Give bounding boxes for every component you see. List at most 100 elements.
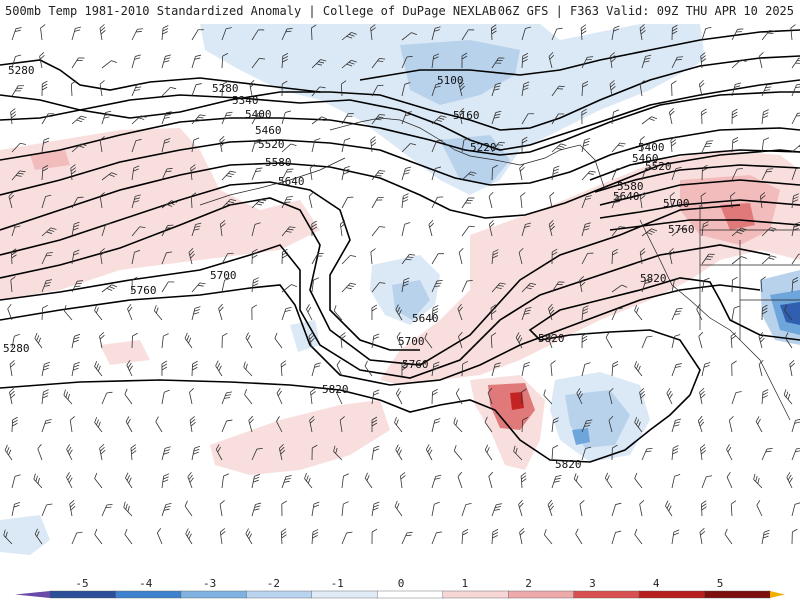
wind-barb bbox=[371, 528, 378, 545]
wind-barb bbox=[761, 168, 774, 181]
wind-barb bbox=[281, 307, 292, 321]
wind-barb bbox=[364, 472, 373, 489]
wind-barb bbox=[161, 251, 173, 265]
wind-barb bbox=[370, 248, 376, 265]
wind-barb bbox=[791, 167, 800, 181]
wind-barb bbox=[11, 474, 21, 489]
wind-barb bbox=[700, 192, 706, 209]
wind-barb bbox=[671, 56, 684, 69]
wind-barb bbox=[490, 24, 497, 41]
contour-5280-west bbox=[0, 59, 321, 93]
wind-barb bbox=[401, 55, 413, 69]
wind-barb bbox=[761, 304, 768, 321]
wind-barb bbox=[604, 472, 613, 489]
wind-barb bbox=[425, 444, 433, 461]
wind-barb bbox=[11, 333, 20, 349]
wind-barb bbox=[457, 471, 463, 489]
wind-barb bbox=[731, 82, 741, 97]
contour-label: 5280 bbox=[3, 342, 30, 355]
wind-barb bbox=[336, 360, 343, 377]
wind-barb bbox=[548, 303, 555, 321]
wind-barb bbox=[453, 445, 463, 461]
contour-label: 5520 bbox=[258, 138, 285, 151]
wind-barb bbox=[431, 82, 442, 97]
wind-barb bbox=[581, 195, 592, 209]
colorbar-arrow-left bbox=[15, 591, 50, 598]
wind-barb bbox=[461, 529, 469, 545]
wind-barb bbox=[789, 360, 795, 377]
wind-barb bbox=[401, 360, 408, 377]
wind-barb bbox=[491, 57, 505, 69]
wind-barb bbox=[41, 137, 50, 153]
wind-barb bbox=[41, 194, 52, 209]
colorbar-tick-label: -1 bbox=[331, 577, 344, 590]
anomaly-negative-gulf-alaska bbox=[200, 24, 705, 195]
contour-label: 5460 bbox=[632, 152, 659, 165]
wind-barb bbox=[71, 115, 87, 125]
wind-barb bbox=[731, 168, 743, 181]
wind-barb bbox=[281, 110, 291, 125]
wind-barb bbox=[11, 501, 21, 517]
wind-barb bbox=[11, 170, 26, 181]
wind-barb bbox=[251, 473, 261, 489]
wind-barb bbox=[339, 416, 345, 433]
wind-barb bbox=[521, 282, 537, 293]
wind-barb bbox=[71, 249, 80, 265]
contour-ridge-west bbox=[0, 91, 330, 119]
wind-barb bbox=[641, 335, 653, 349]
wind-barb bbox=[669, 107, 675, 125]
contour-label: 5160 bbox=[453, 109, 480, 122]
wind-barb bbox=[641, 54, 652, 69]
wind-barb bbox=[671, 418, 682, 433]
wind-barb bbox=[189, 416, 196, 433]
wind-barb bbox=[251, 199, 267, 209]
wind-barb bbox=[281, 196, 293, 209]
contour-label: 5820 bbox=[555, 458, 582, 471]
wind-barb bbox=[156, 528, 163, 545]
wind-barb bbox=[581, 305, 589, 321]
wind-barb bbox=[280, 528, 287, 545]
wind-barb bbox=[521, 26, 532, 41]
wind-barb bbox=[191, 282, 206, 293]
wind-barb bbox=[161, 25, 169, 41]
wind-barb bbox=[551, 143, 567, 153]
wind-barb bbox=[221, 81, 229, 97]
wind-barb bbox=[11, 416, 18, 433]
wind-barb bbox=[791, 57, 800, 69]
wind-barb bbox=[101, 503, 113, 517]
wind-barb bbox=[731, 391, 742, 405]
wind-barb bbox=[251, 138, 262, 153]
wind-barb bbox=[221, 332, 228, 349]
wind-barb bbox=[573, 473, 583, 489]
wind-barb bbox=[611, 167, 623, 181]
wind-barb bbox=[671, 227, 687, 237]
wind-barb bbox=[611, 195, 623, 209]
wind-barb bbox=[41, 361, 50, 377]
wind-barb bbox=[190, 192, 197, 209]
wind-barb bbox=[221, 170, 236, 181]
wind-barb bbox=[11, 85, 25, 97]
wind-barb bbox=[310, 388, 316, 405]
wind-barb bbox=[791, 447, 800, 461]
wind-barb bbox=[161, 138, 171, 153]
wind-barb bbox=[701, 362, 711, 377]
wind-barb bbox=[700, 500, 707, 517]
wind-barb bbox=[431, 26, 441, 41]
contour-label: 5820 bbox=[322, 383, 349, 396]
wind-barb bbox=[41, 252, 53, 265]
wind-barb bbox=[184, 332, 193, 349]
wind-barb bbox=[333, 305, 343, 321]
wind-barb bbox=[99, 80, 105, 97]
wind-barb bbox=[521, 361, 530, 377]
wind-barb bbox=[304, 473, 313, 489]
wind-barb bbox=[395, 388, 403, 405]
wind-barb bbox=[131, 115, 147, 125]
wind-barb bbox=[461, 360, 469, 377]
wind-barb bbox=[641, 228, 658, 237]
wind-barb bbox=[371, 304, 378, 321]
wind-barb bbox=[395, 444, 403, 461]
wind-barb bbox=[131, 276, 138, 293]
wind-barb bbox=[761, 83, 773, 97]
wind-barb bbox=[520, 192, 526, 209]
colorbar-tick-label: 1 bbox=[461, 577, 468, 590]
